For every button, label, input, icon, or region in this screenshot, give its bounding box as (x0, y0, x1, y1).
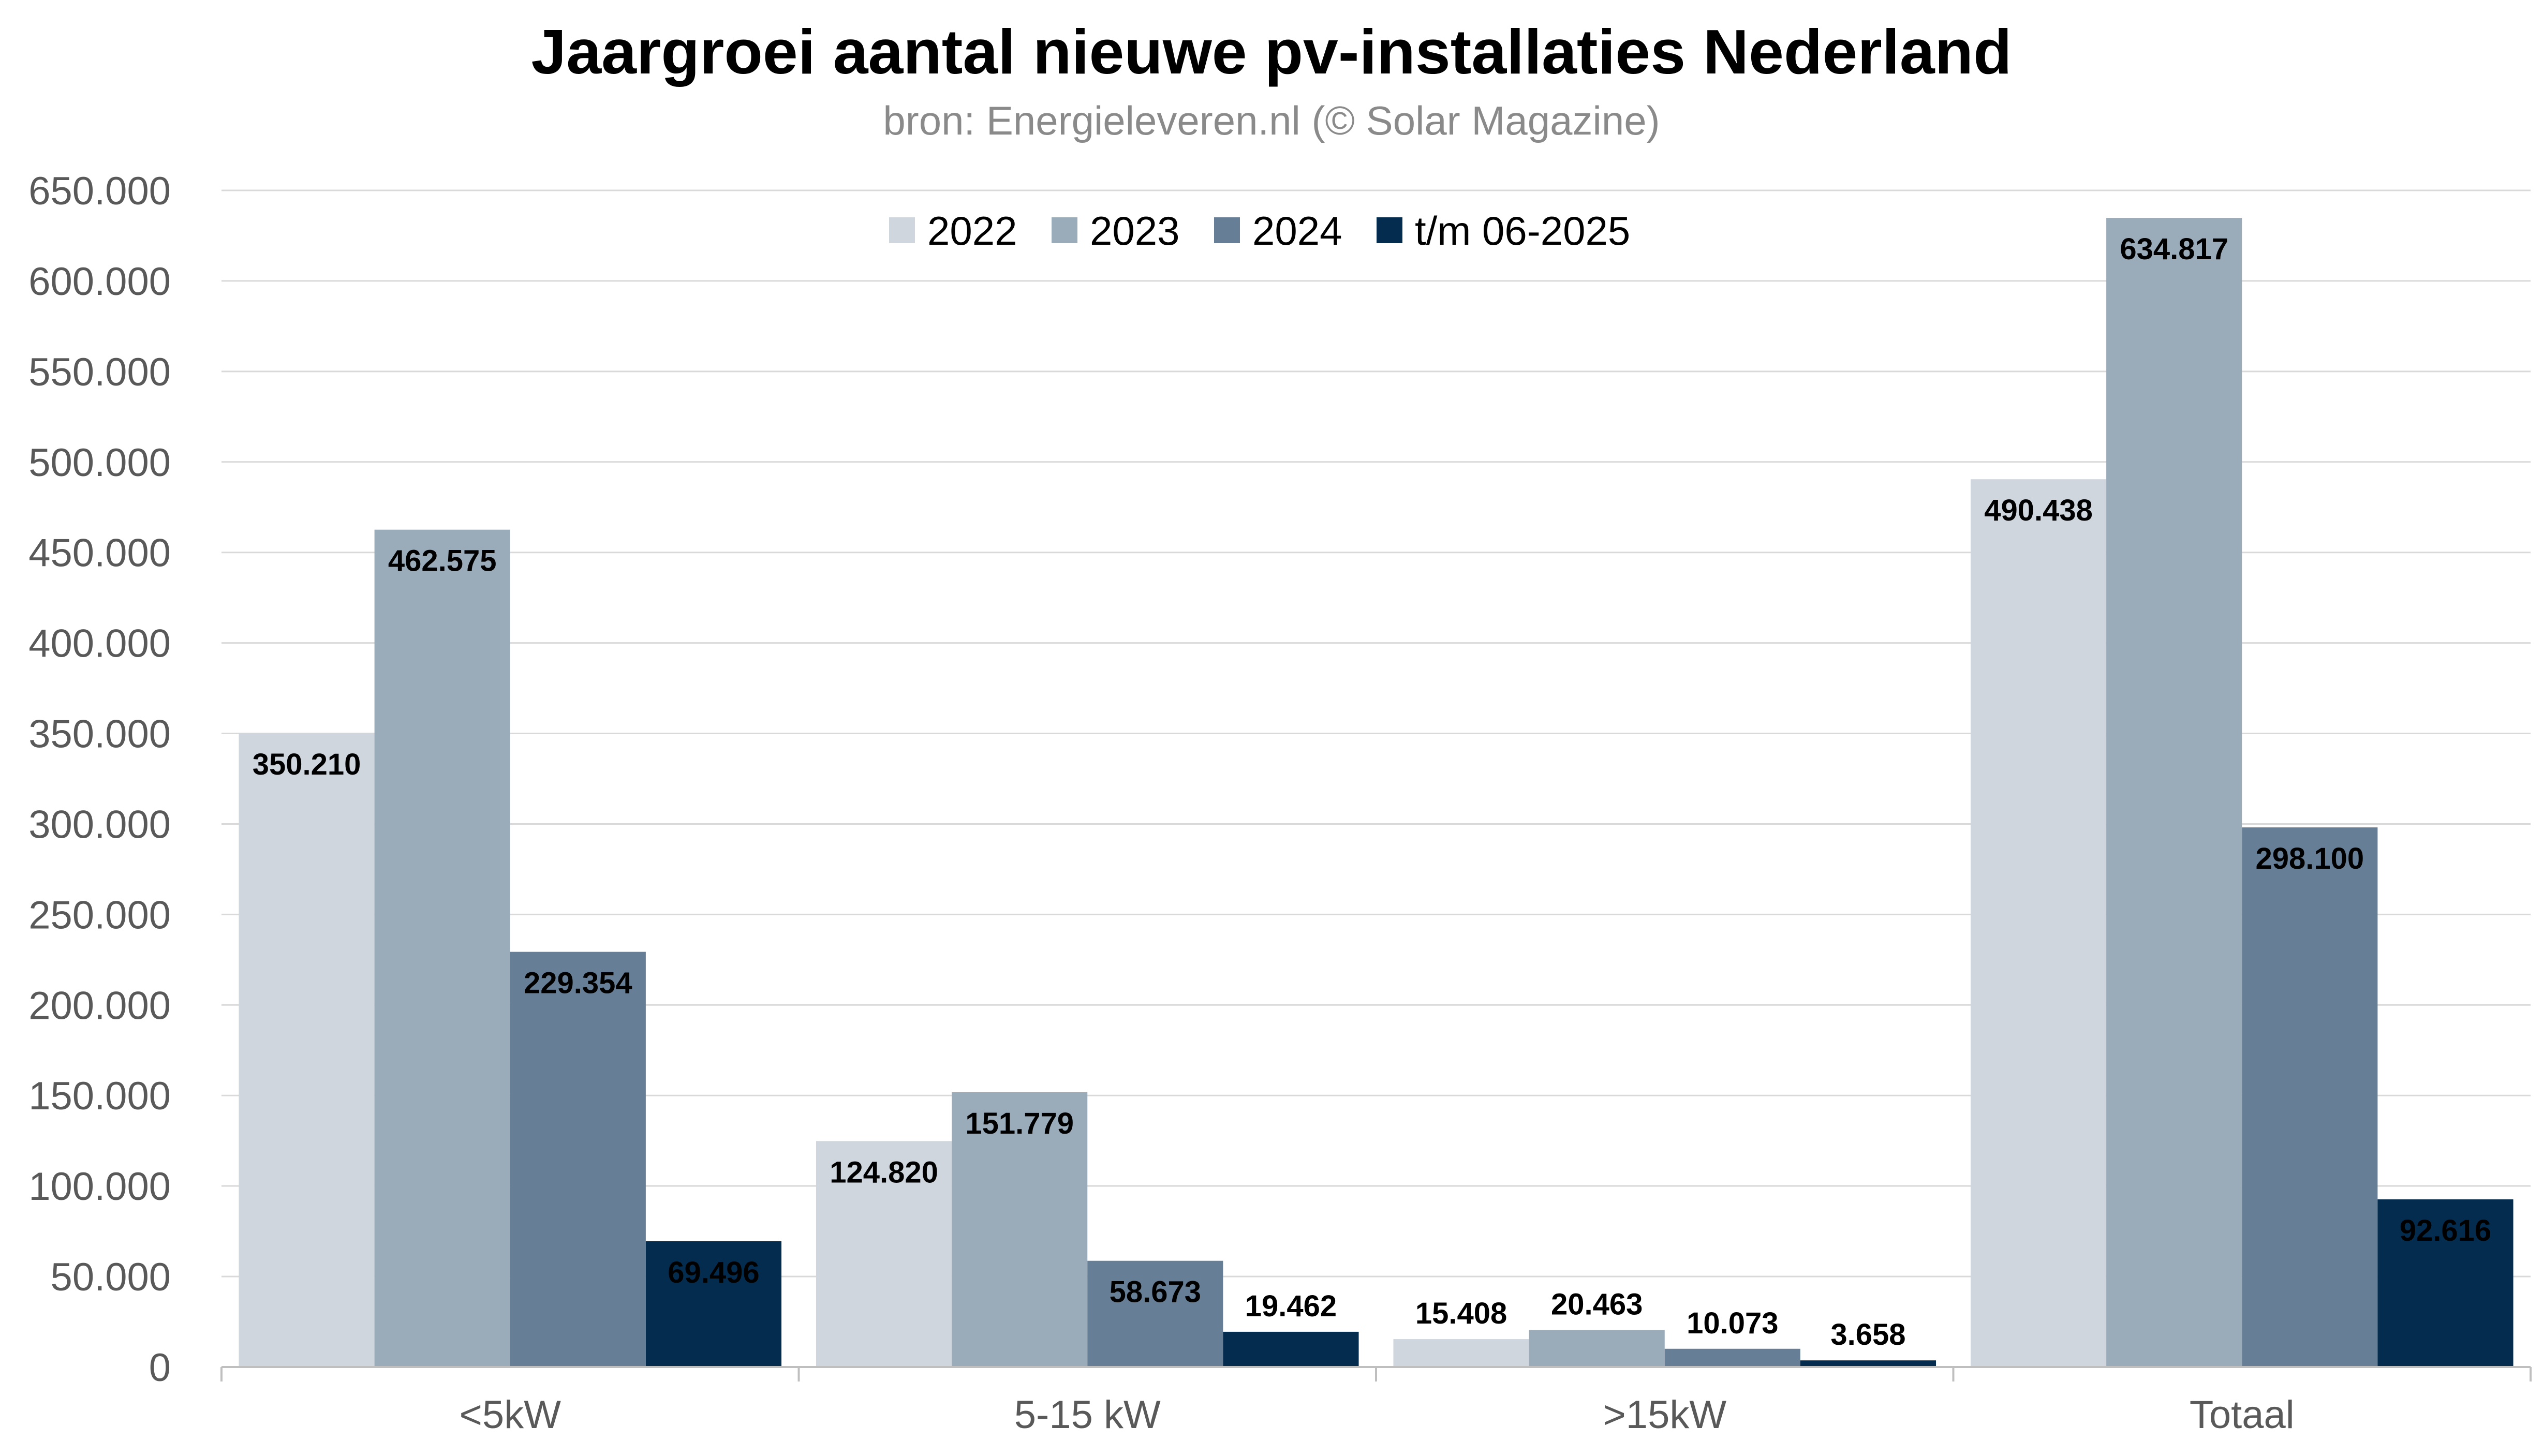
chart-subtitle: bron: Energieleveren.nl (© Solar Magazin… (883, 98, 1660, 143)
legend-label: t/m 06-2025 (1415, 208, 1630, 254)
y-tick-label: 550.000 (28, 350, 171, 394)
x-tick-label: Totaal (2190, 1393, 2295, 1437)
bar (1664, 1348, 1800, 1367)
legend-swatch (1377, 217, 1402, 243)
data-labels: 350.210 462.575 229.354 69.496 124.820 151.77… (253, 232, 2491, 1351)
y-tick-label: 200.000 (28, 984, 171, 1028)
y-tick-label: 400.000 (28, 622, 171, 666)
bar (645, 1241, 782, 1367)
y-tick-label: 500.000 (28, 441, 171, 485)
y-tick-label: 300.000 (28, 803, 171, 846)
legend-swatch (889, 217, 915, 243)
data-label: 10.073 (1687, 1306, 1778, 1340)
bar (2106, 218, 2242, 1367)
y-tick-label: 100.000 (28, 1165, 171, 1209)
bar (1529, 1330, 1665, 1367)
chart-title: Jaargroei aantal nieuwe pv-installaties … (531, 17, 2012, 87)
bar (1393, 1339, 1529, 1367)
legend-label: 2022 (927, 208, 1017, 254)
x-tick-label: <5kW (460, 1393, 561, 1437)
bar (1970, 479, 2107, 1368)
bar (1087, 1260, 1223, 1367)
legend-label: 2024 (1252, 208, 1342, 254)
data-label: 92.616 (2400, 1214, 2491, 1247)
data-label: 229.354 (524, 967, 632, 1000)
data-label: 69.496 (668, 1256, 759, 1289)
bar (1800, 1360, 1936, 1367)
bar (2377, 1199, 2514, 1367)
data-label: 490.438 (1984, 494, 2093, 527)
y-tick-label: 250.000 (28, 893, 171, 937)
data-label: 3.658 (1830, 1318, 1905, 1351)
data-label: 151.779 (965, 1107, 1074, 1140)
y-tick-label: 0 (149, 1346, 171, 1390)
y-tick-label: 600.000 (28, 260, 171, 304)
bar (1223, 1331, 1359, 1367)
bar (374, 529, 510, 1367)
data-label: 15.408 (1415, 1297, 1507, 1330)
y-axis: 0 50.000 100.000 150.000 200.000 250.000 300.0… (28, 169, 171, 1390)
data-label: 19.462 (1245, 1289, 1337, 1323)
y-tick-label: 650.000 (28, 169, 171, 213)
data-label: 20.463 (1551, 1287, 1643, 1321)
y-tick-label: 450.000 (28, 531, 171, 575)
legend-swatch (1214, 217, 1240, 243)
bar (2242, 827, 2378, 1367)
bar (510, 952, 646, 1367)
y-tick-label: 150.000 (28, 1074, 171, 1118)
legend-label: 2023 (1090, 208, 1180, 254)
y-tick-label: 350.000 (28, 712, 171, 756)
data-label: 462.575 (388, 544, 497, 578)
x-axis: <5kW 5-15 kW >15kW Totaal (220, 1366, 2532, 1437)
x-tick-label: 5-15 kW (1014, 1393, 1161, 1437)
data-label: 634.817 (2120, 232, 2228, 266)
data-label: 124.820 (830, 1155, 938, 1189)
x-tick-label: >15kW (1603, 1393, 1726, 1437)
bars (239, 218, 2514, 1368)
legend-swatch (1052, 217, 1077, 243)
bar (239, 733, 375, 1367)
legend: 2022 2023 2024 t/m 06-2025 (889, 208, 1630, 254)
bar (952, 1092, 1088, 1367)
data-label: 350.210 (253, 748, 361, 781)
y-tick-label: 50.000 (51, 1255, 171, 1299)
data-label: 58.673 (1110, 1275, 1201, 1309)
bar (816, 1141, 952, 1367)
data-label: 298.100 (2255, 842, 2364, 875)
